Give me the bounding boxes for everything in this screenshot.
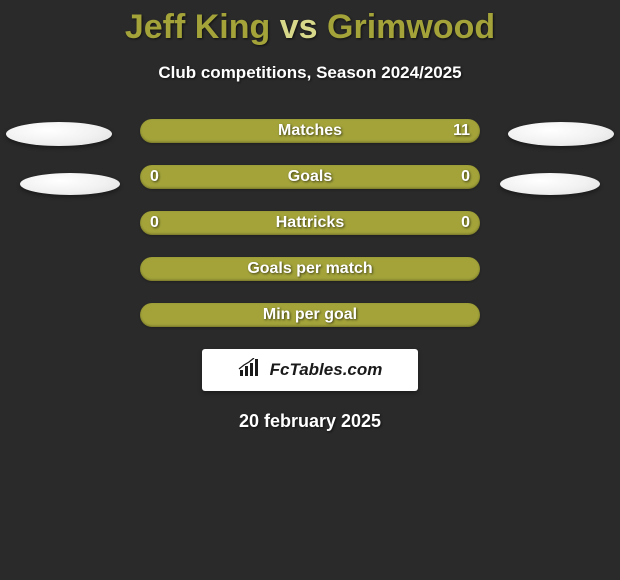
stat-label: Goals per match	[247, 260, 372, 278]
player1-avatar-1	[6, 122, 112, 146]
date-label: 20 february 2025	[0, 411, 620, 432]
stat-left-value: 0	[150, 168, 159, 186]
vs-label: vs	[280, 8, 318, 46]
player2-name: Grimwood	[327, 8, 495, 46]
stat-label: Matches	[278, 122, 342, 140]
stat-right-value: 0	[461, 214, 470, 232]
stat-row-min-per-goal: Min per goal	[140, 303, 480, 327]
stat-row-hattricks: 0 Hattricks 0	[140, 211, 480, 235]
bar-chart-icon	[238, 358, 264, 383]
subtitle: Club competitions, Season 2024/2025	[0, 63, 620, 83]
player2-avatar-2	[500, 173, 600, 195]
stat-label: Goals	[288, 168, 332, 186]
player1-avatar-2	[20, 173, 120, 195]
source-badge-text: FcTables.com	[270, 360, 383, 380]
stat-row-goals-per-match: Goals per match	[140, 257, 480, 281]
source-badge: FcTables.com	[202, 349, 418, 391]
player2-avatar-1	[508, 122, 614, 146]
stat-row-matches: Matches 11	[140, 119, 480, 143]
stat-right-value: 11	[453, 122, 470, 140]
stat-bars: Matches 11 0 Goals 0 0 Hattricks 0 Goals…	[140, 119, 480, 327]
page-title: Jeff King vs Grimwood	[0, 0, 620, 51]
stat-label: Hattricks	[276, 214, 344, 232]
stat-right-value: 0	[461, 168, 470, 186]
stat-row-goals: 0 Goals 0	[140, 165, 480, 189]
stat-label: Min per goal	[263, 306, 357, 324]
player1-name: Jeff King	[125, 8, 270, 46]
comparison-panel: Matches 11 0 Goals 0 0 Hattricks 0 Goals…	[0, 119, 620, 327]
stat-left-value: 0	[150, 214, 159, 232]
